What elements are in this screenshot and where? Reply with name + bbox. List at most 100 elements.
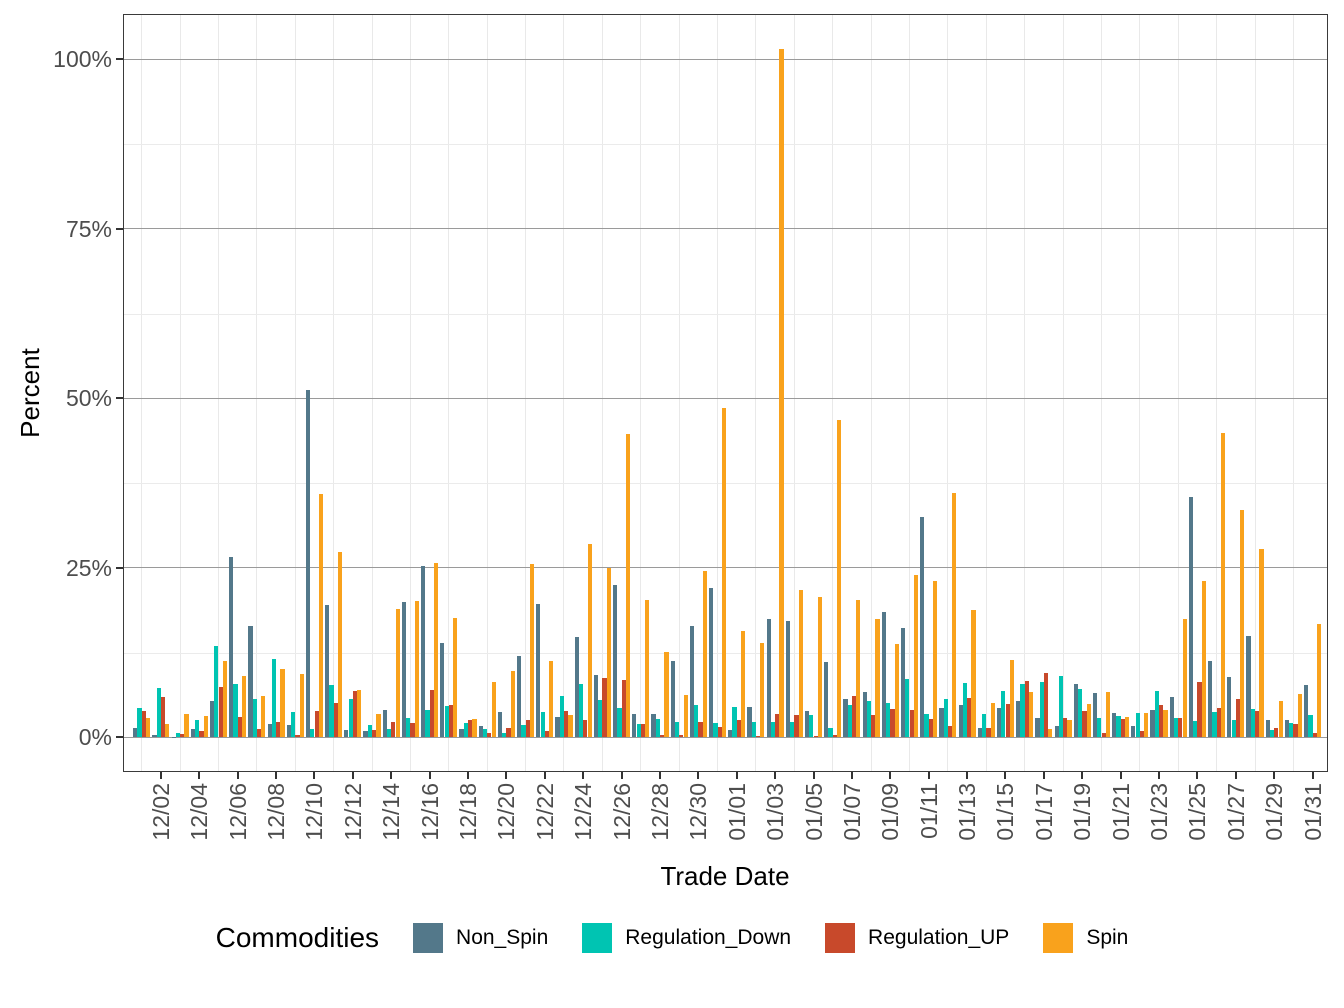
bar-spin-12-19 — [491, 681, 496, 738]
bar-regulation_up-12-12 — [352, 690, 358, 738]
bar-regulation_up-01-25 — [1197, 682, 1202, 738]
x-axis-title: Trade Date — [660, 861, 790, 891]
bar-regulation_up-01-22 — [1139, 730, 1145, 738]
x-tick-label: 01/13 — [954, 783, 981, 841]
bar-non_spin-01-01 — [728, 729, 733, 738]
bar-spin-01-28 — [1259, 548, 1264, 738]
y-axis-tick — [116, 736, 123, 739]
bar-regulation_up-12-15 — [410, 723, 415, 738]
vertical-gridline — [486, 15, 488, 771]
y-tick-label: 100% — [53, 46, 112, 73]
bar-regulation_down-12-06 — [233, 684, 238, 738]
x-axis-tick — [1311, 772, 1314, 779]
vertical-gridline — [371, 15, 373, 771]
bar-spin-01-03 — [779, 49, 784, 738]
bar-non_spin-12-23 — [555, 717, 560, 738]
bar-spin-12-12 — [357, 689, 362, 738]
bar-non_spin-01-14 — [977, 727, 982, 738]
vertical-gridline — [717, 15, 719, 771]
bar-non_spin-01-06 — [824, 662, 829, 738]
bar-non_spin-01-25 — [1188, 496, 1194, 738]
bar-regulation_up-01-04 — [794, 714, 799, 738]
bar-non_spin-12-27 — [632, 713, 637, 738]
legend-swatch-regulation_up — [825, 923, 856, 953]
bar-spin-12-15 — [414, 601, 419, 738]
x-axis-tick — [697, 772, 700, 779]
bar-regulation_up-12-20 — [506, 727, 511, 738]
bar-spin-01-16 — [1029, 691, 1034, 738]
minor-gridline — [124, 313, 1327, 315]
x-axis-tick — [850, 772, 853, 779]
bar-non_spin-12-05 — [209, 700, 215, 738]
bar-non_spin-01-30 — [1284, 720, 1290, 738]
legend-swatch-non_spin — [413, 923, 444, 953]
bar-non_spin-12-25 — [593, 674, 599, 738]
bar-spin-12-04 — [203, 716, 208, 738]
bar-spin-01-23 — [1163, 710, 1168, 738]
bar-regulation_up-01-27 — [1235, 698, 1241, 738]
bar-regulation_up-01-14 — [986, 727, 991, 738]
bar-regulation_up-12-17 — [448, 704, 454, 738]
bar-regulation_up-12-23 — [564, 710, 569, 738]
vertical-gridline — [1024, 15, 1026, 771]
bar-non_spin-01-15 — [996, 707, 1002, 738]
bar-spin-01-20 — [1105, 691, 1111, 738]
bar-spin-12-28 — [664, 651, 669, 738]
bar-non_spin-01-09 — [881, 611, 886, 738]
x-tick-label: 01/31 — [1299, 783, 1326, 841]
bar-regulation_up-12-29 — [679, 734, 684, 738]
vertical-gridline — [448, 15, 450, 771]
bar-regulation_up-01-09 — [890, 708, 895, 738]
y-axis-tick — [116, 397, 123, 400]
bar-regulation_down-12-02 — [156, 687, 161, 738]
x-axis-tick — [390, 772, 393, 779]
x-tick-label: 01/25 — [1184, 783, 1211, 841]
x-tick-label: 01/27 — [1222, 783, 1249, 841]
vertical-gridline — [947, 15, 949, 771]
major-gridline — [124, 58, 1327, 60]
bar-regulation_down-12-21 — [521, 725, 526, 738]
bar-non_spin-01-31 — [1304, 685, 1309, 738]
bar-regulation_down-12-15 — [406, 718, 411, 738]
x-axis-tick — [620, 772, 623, 779]
bar-non_spin-12-17 — [440, 643, 445, 738]
bar-non_spin-01-16 — [1016, 701, 1021, 738]
x-axis-tick — [428, 772, 431, 779]
bar-regulation_down-01-13 — [962, 683, 968, 738]
bar-regulation_down-12-20 — [502, 733, 507, 738]
x-tick-label: 01/17 — [1030, 783, 1057, 841]
bar-regulation_up-12-30 — [698, 722, 703, 738]
bar-non_spin-01-05 — [804, 710, 810, 738]
bar-non_spin-12-11 — [325, 605, 330, 738]
bar-regulation_up-01-12 — [947, 725, 953, 738]
bar-spin-01-24 — [1182, 619, 1187, 738]
bar-spin-12-10 — [318, 493, 324, 738]
x-axis-tick — [812, 772, 815, 779]
bar-regulation_down-01-28 — [1250, 708, 1255, 738]
bar-regulation_down-01-07 — [847, 704, 852, 738]
bar-regulation_up-01-28 — [1255, 710, 1260, 738]
bar-regulation_up-12-06 — [237, 717, 242, 738]
bar-regulation_down-01-21 — [1116, 716, 1121, 738]
x-tick-label: 12/06 — [224, 783, 251, 841]
bar-spin-12-01 — [146, 717, 151, 738]
bar-non_spin-12-30 — [689, 626, 695, 738]
bar-regulation_up-01-11 — [928, 719, 933, 738]
vertical-gridline — [1292, 15, 1294, 771]
vertical-gridline — [909, 15, 910, 771]
bar-regulation_down-12-08 — [271, 659, 277, 738]
bar-regulation_down-01-14 — [982, 714, 987, 738]
bar-spin-12-31 — [721, 407, 727, 738]
x-axis-tick — [1234, 772, 1237, 779]
vertical-gridline — [141, 15, 143, 771]
vertical-gridline — [793, 15, 795, 771]
bar-regulation_down-01-23 — [1154, 691, 1159, 738]
bar-regulation_down-01-27 — [1231, 720, 1236, 738]
bar-regulation_down-12-18 — [463, 723, 468, 738]
bar-non_spin-01-18 — [1054, 725, 1059, 738]
bar-regulation_down-12-03 — [175, 732, 181, 738]
vertical-gridline — [1139, 15, 1141, 771]
bar-spin-12-02 — [165, 724, 170, 738]
x-axis-tick — [1119, 772, 1122, 779]
x-axis-tick — [1196, 772, 1199, 779]
